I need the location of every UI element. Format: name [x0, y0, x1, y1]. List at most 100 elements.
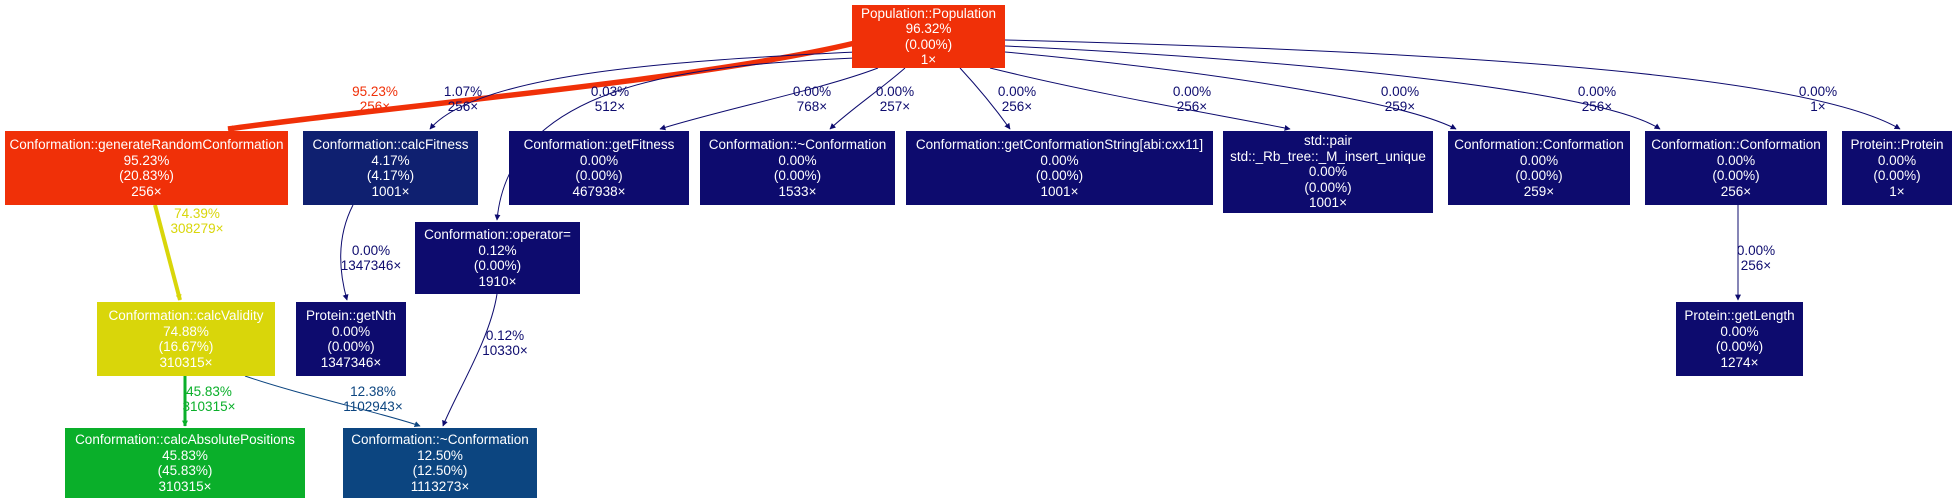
- edge-label-line: 12.38%: [350, 384, 396, 399]
- edge-label-calcVal-dtorB: 12.38% 1102943×: [343, 384, 402, 414]
- edge-label-line: 512×: [595, 99, 625, 114]
- node-stat: 4.17%: [371, 152, 410, 168]
- node-stat: 0.00%: [1720, 323, 1759, 339]
- node-dtorA[interactable]: Conformation::~Conformation 0.00% (0.00%) 1…: [700, 131, 895, 205]
- node-stat: (0.00%): [473, 258, 522, 273]
- edge-label-line: 10330×: [482, 343, 527, 358]
- edge-label-pop-grc: 95.23% 256×: [352, 84, 398, 114]
- node-protein[interactable]: Protein::Protein 0.00% (0.00%) 1×: [1842, 131, 1952, 205]
- edge-label-line: 256×: [1177, 99, 1207, 114]
- node-dtorB[interactable]: Conformation::~Conformation 12.50% (12.50%…: [343, 428, 537, 498]
- edge-label-line: 0.00%: [1578, 84, 1616, 99]
- node-name: Conformation::Conformation: [1651, 137, 1821, 152]
- node-stat: 95.23%: [123, 152, 170, 168]
- edge-label-line: 0.00%: [352, 243, 390, 258]
- edge-label-line: 0.00%: [998, 84, 1036, 99]
- edge-label-line: 0.00%: [1799, 84, 1837, 99]
- node-stat: (0.00%): [1873, 168, 1921, 183]
- node-stat: 0.00%: [331, 323, 371, 339]
- node-opEq[interactable]: Conformation::operator= 0.12% (0.00%) 1910×: [415, 222, 580, 294]
- node-stat: 0.00%: [1877, 152, 1917, 168]
- node-stat: 0.00%: [1716, 152, 1756, 168]
- node-name: Protein::Protein: [1850, 137, 1944, 152]
- node-ctorA[interactable]: Conformation::Conformation 0.00% (0.00%) 25…: [1448, 131, 1630, 205]
- node-stat: (0.00%): [904, 36, 953, 52]
- edge-label-line: 45.83%: [186, 384, 232, 399]
- edge-calcVal-dtorB: [244, 375, 421, 427]
- node-stat: (0.00%): [327, 339, 375, 354]
- edge-label-line: 1×: [1810, 99, 1825, 114]
- edge-label-line: 95.23%: [352, 84, 398, 99]
- node-name: Conformation::~Conformation: [351, 432, 529, 447]
- edge-label-line: 256×: [1002, 99, 1032, 114]
- edge-label-line: 1102943×: [343, 399, 402, 414]
- node-stat: 96.32%: [905, 21, 952, 36]
- node-grc[interactable]: Conformation::generateRandomConformation…: [5, 131, 288, 205]
- node-stat: 12.50%: [417, 447, 463, 463]
- node-getNth[interactable]: Protein::getNth 0.00% (0.00%) 1347346×: [296, 302, 406, 376]
- edge-label-line: 0.03%: [591, 84, 629, 99]
- node-stat: 45.83%: [162, 447, 208, 463]
- node-stat: (0.00%): [1304, 179, 1352, 195]
- edge-label-pop-getStr: 0.00% 256×: [998, 84, 1036, 114]
- edge-label-line: 0.00%: [876, 84, 914, 99]
- edge-label-line: 0.00%: [793, 84, 831, 99]
- node-name: Protein::getLength: [1684, 308, 1795, 323]
- node-stat: 1113273×: [410, 478, 470, 494]
- node-stat: 0.12%: [478, 242, 517, 258]
- node-pair[interactable]: std::pair std::_Rb_tree::_M_insert_unique…: [1223, 131, 1433, 213]
- node-absPos[interactable]: Conformation::calcAbsolutePositions 45.83…: [65, 428, 305, 498]
- node-stat: 310315×: [159, 354, 213, 370]
- edge-label-line: 768×: [797, 99, 827, 114]
- edge-label-grc-calcVal: 74.39% 308279×: [171, 206, 224, 236]
- edge-label-pop-calcFit: 1.07% 256×: [444, 84, 482, 114]
- node-stat: 1910×: [478, 273, 517, 289]
- node-stat: 1274×: [1720, 354, 1759, 370]
- node-name: Conformation::generateRandomConformation: [9, 137, 284, 152]
- node-ctorB[interactable]: Conformation::Conformation 0.00% (0.00%) 25…: [1645, 131, 1827, 205]
- node-stat: 259×: [1523, 183, 1555, 199]
- node-stat: 1001×: [371, 183, 410, 199]
- node-name: Conformation::calcValidity: [108, 308, 264, 323]
- edge-grc-calcVal: [153, 204, 182, 301]
- node-calcFit[interactable]: Conformation::calcFitness 4.17% (4.17%) 100…: [303, 131, 478, 205]
- node-stat: std::_Rb_tree::_M_insert_unique: [1230, 148, 1426, 164]
- node-stat: 0.00%: [778, 152, 817, 168]
- edge-label-ctorB-getLen: 0.00% 256×: [1737, 243, 1775, 273]
- edge-label-line: 308279×: [171, 221, 224, 236]
- node-stat: 0.00%: [1308, 164, 1348, 180]
- node-getFit[interactable]: Conformation::getFitness 0.00% (0.00%) 4679…: [509, 131, 689, 205]
- edge-label-line: 256×: [1741, 258, 1771, 273]
- node-stat: 0.00%: [579, 152, 619, 168]
- node-stat: 1001×: [1040, 183, 1079, 199]
- edge-label-pop-ctorA: 0.00% 259×: [1381, 84, 1419, 114]
- edge-pop-getStr: [959, 67, 1011, 130]
- node-name: Population::Population: [860, 5, 997, 21]
- edge-label-calcFit-getNth: 0.00% 1347346×: [341, 243, 401, 273]
- edge-pop-getFit: [659, 67, 879, 131]
- edge-label-line: 256×: [360, 99, 390, 114]
- edge-label-calcVal-absPos: 45.83% 310315×: [183, 384, 236, 414]
- node-name: Conformation::operator=: [424, 227, 571, 242]
- node-calcVal[interactable]: Conformation::calcValidity 74.88% (16.67%)…: [97, 302, 275, 376]
- edge-label-line: 256×: [1582, 99, 1612, 114]
- node-getStr[interactable]: Conformation::getConformationString[abi:…: [906, 131, 1213, 205]
- edge-pop-grc: [227, 40, 856, 132]
- edge-label-pop-opEq: 0.03% 512×: [591, 84, 629, 114]
- node-pop[interactable]: Population::Population 96.32% (0.00%) 1×: [852, 5, 1005, 68]
- edge-label-opEq-dtorB: 0.12% 10330×: [482, 328, 527, 358]
- node-name: Conformation::~Conformation: [708, 137, 887, 152]
- edge-label-line: 1.07%: [444, 84, 482, 99]
- node-stat: (0.00%): [575, 168, 623, 183]
- node-stat: (0.00%): [1715, 339, 1764, 354]
- node-stat: (0.00%): [1515, 168, 1563, 183]
- edge-label-line: 0.00%: [1173, 84, 1211, 99]
- node-stat: 256×: [131, 183, 162, 199]
- edge-pop-calcFit: [429, 51, 856, 130]
- node-stat: 1347346×: [320, 354, 382, 370]
- node-stat: 467938×: [572, 183, 626, 199]
- node-name: Conformation::getFitness: [523, 137, 675, 152]
- node-stat: 256×: [1720, 183, 1752, 199]
- node-getLen[interactable]: Protein::getLength 0.00% (0.00%) 1274×: [1676, 302, 1803, 376]
